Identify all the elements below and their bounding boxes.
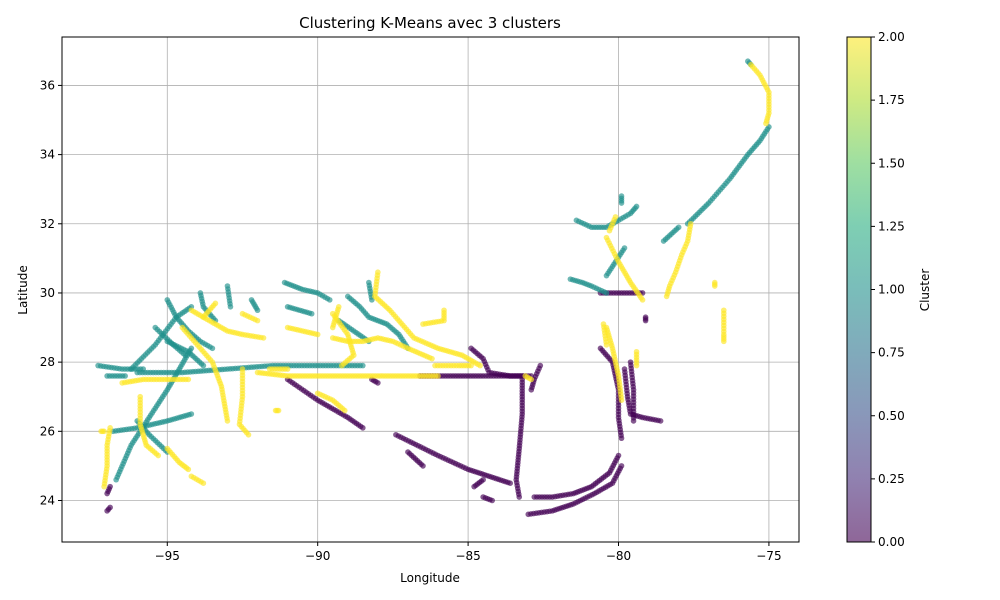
- data-points: [95, 58, 772, 518]
- colorbar-tick-label: 1.75: [878, 93, 905, 107]
- x-tick-label: −85: [455, 549, 480, 563]
- y-tick-label: 24: [40, 493, 55, 507]
- cluster-0-point: [657, 418, 664, 424]
- cluster-2-point: [618, 397, 625, 403]
- cluster-2-point: [711, 283, 718, 289]
- cluster-0-point: [618, 463, 625, 469]
- colorbar-tick-label: 0.25: [878, 472, 905, 486]
- cluster-1-point: [360, 362, 366, 369]
- cluster-1-point: [603, 290, 610, 296]
- cluster-2-point: [763, 120, 769, 127]
- grid-lines: [62, 37, 799, 542]
- y-tick-label: 36: [40, 78, 55, 92]
- cluster-2-point: [185, 466, 192, 473]
- cluster-1-point: [326, 297, 333, 303]
- cluster-2-point: [275, 407, 282, 414]
- plot-area: [62, 37, 799, 542]
- x-tick-label: −90: [305, 549, 330, 563]
- colorbar: [847, 37, 871, 542]
- cluster-2-point: [200, 480, 207, 486]
- cluster-1-point: [633, 203, 640, 210]
- cluster-2-point: [663, 293, 670, 300]
- cluster-2-point: [245, 431, 252, 438]
- x-axis-ticks: −95 −90 −85 −80 −75: [155, 542, 782, 563]
- plot-frame: [61, 36, 800, 543]
- cluster-2-series: [98, 61, 772, 490]
- cluster-2-point: [633, 362, 640, 369]
- cluster-2-point: [212, 300, 219, 307]
- cluster-2-point: [260, 335, 267, 341]
- chart-title: Clustering K-Means avec 3 clusters: [299, 14, 561, 32]
- y-tick-label: 32: [40, 217, 55, 231]
- colorbar-tick-label: 0.00: [878, 535, 905, 549]
- cluster-0-series: [104, 290, 664, 518]
- y-axis-ticks: 24 26 28 30 32 34 36: [40, 78, 62, 507]
- cluster-1-point: [675, 224, 682, 231]
- cluster-1-point: [254, 307, 261, 314]
- cluster-2-point: [606, 227, 613, 234]
- colorbar-tick-label: 1.25: [878, 219, 905, 233]
- y-axis-label: Latitude: [16, 265, 30, 314]
- cluster-2-point: [224, 418, 231, 424]
- cluster-2-point: [477, 362, 483, 369]
- cluster-2-point: [155, 452, 162, 459]
- cluster-2-point: [720, 338, 727, 345]
- cluster-2-point: [528, 376, 535, 383]
- colorbar-ticks: 0.00 0.25 0.50 0.75 1.00 1.25 1.50 1.75 2.00: [871, 30, 905, 549]
- cluster-2-point: [441, 307, 447, 314]
- cluster-0-point: [107, 504, 113, 511]
- colorbar-tick-label: 2.00: [878, 30, 905, 44]
- cluster-0-point: [516, 494, 523, 500]
- cluster-2-point: [429, 355, 435, 362]
- x-tick-label: −95: [155, 549, 180, 563]
- cluster-1-point: [188, 411, 195, 417]
- cluster-0-point: [528, 387, 535, 393]
- cluster-2-point: [338, 362, 345, 369]
- cluster-2-point: [314, 331, 321, 338]
- cluster-2-point: [468, 362, 474, 369]
- colorbar-label: Cluster: [918, 269, 932, 312]
- cluster-1-series: [95, 58, 772, 483]
- cluster-1-point: [621, 245, 628, 251]
- colorbar-tick-label: 0.50: [878, 409, 905, 423]
- cluster-1-point: [618, 200, 625, 206]
- colorbar-tick-label: 0.75: [878, 346, 905, 360]
- x-axis-label: Longitude: [400, 571, 460, 585]
- cluster-0-point: [107, 483, 113, 490]
- cluster-2-point: [185, 376, 192, 383]
- x-tick-label: −80: [606, 549, 631, 563]
- cluster-1-point: [200, 362, 207, 369]
- cluster-2-point: [341, 407, 348, 414]
- cluster-0-point: [630, 418, 637, 424]
- y-tick-label: 28: [40, 355, 55, 369]
- cluster-0-point: [420, 463, 426, 469]
- cluster-2-point: [335, 303, 342, 310]
- cluster-2-point: [254, 317, 261, 324]
- cluster-2-point: [284, 366, 291, 372]
- cluster-0-point: [360, 425, 366, 431]
- cluster-2-point: [435, 373, 441, 379]
- cluster-2-point: [101, 428, 107, 435]
- cluster-1-point: [227, 303, 234, 310]
- x-tick-label: −75: [756, 549, 781, 563]
- cluster-1-point: [209, 345, 216, 352]
- cluster-2-point: [107, 425, 113, 431]
- colorbar-tick-label: 1.00: [878, 283, 905, 297]
- y-tick-label: 34: [40, 148, 55, 162]
- cluster-0-point: [507, 480, 514, 486]
- cluster-0-point: [618, 435, 625, 442]
- colorbar-tick-label: 1.50: [878, 156, 905, 170]
- cluster-1-point: [122, 373, 128, 379]
- cluster-0-point: [489, 497, 495, 504]
- cluster-1-point: [308, 310, 315, 317]
- cluster-2-point: [600, 321, 607, 327]
- y-tick-label: 30: [40, 286, 55, 300]
- cluster-0-point: [480, 476, 486, 483]
- y-tick-label: 26: [40, 424, 55, 438]
- cluster-2-point: [639, 297, 646, 303]
- cluster-0-point: [642, 317, 649, 324]
- cluster-0-point: [615, 452, 622, 459]
